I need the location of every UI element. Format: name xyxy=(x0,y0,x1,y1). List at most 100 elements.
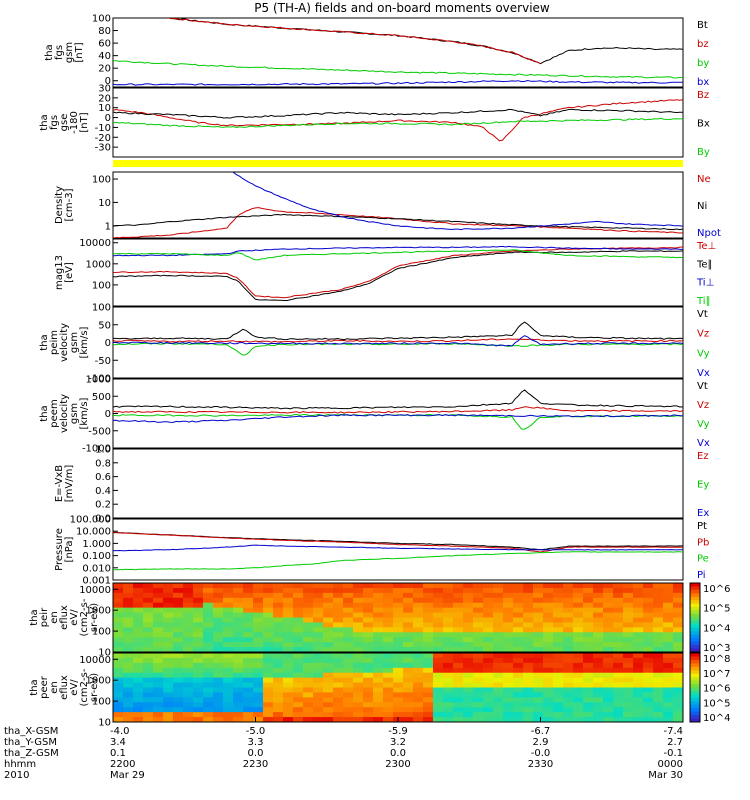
spectrogram-cell xyxy=(113,687,124,694)
spectrogram-cell xyxy=(153,642,164,648)
spectrogram-cell xyxy=(313,677,324,684)
spectrogram-cell xyxy=(293,662,304,669)
spectrogram-cell xyxy=(343,632,354,638)
spectrogram-cell xyxy=(123,672,134,679)
spectrogram-cell xyxy=(323,662,334,669)
spectrogram-cell xyxy=(153,702,164,708)
spectrogram-cell xyxy=(443,607,454,614)
spectrogram-cell xyxy=(453,637,464,643)
y-tick-label: 80 xyxy=(98,26,111,37)
spectrogram-cell xyxy=(523,682,534,689)
spectrogram-cell xyxy=(183,583,194,589)
spectrogram-cell xyxy=(373,627,384,633)
spectrogram-cell xyxy=(323,587,334,594)
spectrogram-cell xyxy=(363,687,374,694)
spectrogram-cell xyxy=(583,657,594,664)
spectrogram-cell xyxy=(343,692,354,698)
spectrogram-cell xyxy=(363,642,374,648)
spectrogram-cell xyxy=(443,587,454,594)
spectrogram-cell xyxy=(323,697,334,703)
spectrogram-cell xyxy=(383,617,394,624)
spectrogram-cell xyxy=(303,692,314,698)
spectrogram-cell xyxy=(423,712,434,718)
spectrogram-cell xyxy=(173,667,184,674)
spectrogram-cell xyxy=(633,583,644,589)
spectrogram-cell xyxy=(203,657,214,664)
spectrogram-cell xyxy=(273,592,284,599)
spectrogram-cell xyxy=(493,632,504,638)
spectrogram-cell xyxy=(423,697,434,703)
spectrogram-cell xyxy=(663,587,674,594)
spectrogram-cell xyxy=(623,702,634,708)
spectrogram-cell xyxy=(303,653,314,659)
spectrogram-cell xyxy=(233,602,244,609)
spectrogram-cell xyxy=(413,697,424,703)
spectrogram-cell xyxy=(513,687,524,694)
spectrogram-cell xyxy=(643,612,654,619)
spectrogram-cell xyxy=(573,657,584,664)
spectrogram-cell xyxy=(283,627,294,633)
spectrogram-cell xyxy=(243,707,254,713)
spectrogram-cell xyxy=(523,587,534,594)
spectrogram-cell xyxy=(383,677,394,684)
spectrogram-cell xyxy=(513,672,524,679)
spectrogram-cell xyxy=(263,662,274,669)
spectrogram-cell xyxy=(143,592,154,599)
spectrogram-cell xyxy=(413,587,424,594)
spectrogram-cell xyxy=(153,712,164,718)
spectrogram-cell xyxy=(373,677,384,684)
spectrogram-cell xyxy=(473,657,484,664)
spectrogram-cell xyxy=(483,662,494,669)
spectrogram-cell xyxy=(453,687,464,694)
spectrogram-cell xyxy=(233,622,244,628)
spectrogram-cell xyxy=(503,692,514,698)
spectrogram-cell xyxy=(573,702,584,708)
spectrogram-cell xyxy=(573,637,584,643)
spectrogram-cell xyxy=(173,692,184,698)
spectrogram-cell xyxy=(263,677,274,684)
spectrogram-cell xyxy=(513,653,524,659)
spectrogram-cell xyxy=(183,612,194,619)
spectrogram-cell xyxy=(263,653,274,659)
spectrogram-cell xyxy=(543,597,554,604)
spectrogram-cell xyxy=(143,583,154,589)
spectrogram-cell xyxy=(333,587,344,594)
spectrogram-cell xyxy=(603,583,614,589)
spectrogram-cell xyxy=(553,653,564,659)
spectrogram-cell xyxy=(253,583,264,589)
spectrogram-cell xyxy=(643,682,654,689)
legend-label: Vy xyxy=(697,419,710,430)
spectrogram-cell xyxy=(673,662,683,669)
spectrogram-cell xyxy=(423,637,434,643)
colorbar-segment xyxy=(690,687,700,692)
spectrogram-cell xyxy=(403,592,414,599)
spectrogram-cell xyxy=(583,622,594,628)
panel-frame-outline xyxy=(112,582,684,653)
spectrogram-cell xyxy=(513,617,524,624)
spectrogram-cell xyxy=(523,597,534,604)
spectrogram-cell xyxy=(163,627,174,633)
spectrogram-cell xyxy=(263,592,274,599)
spectrogram-cell xyxy=(653,587,664,594)
x-axis-value: 0.0 xyxy=(390,748,406,759)
spectrogram-cell xyxy=(223,667,234,674)
spectrogram-cell xyxy=(223,592,234,599)
spectrogram-cell xyxy=(243,657,254,664)
spectrogram-cell xyxy=(633,702,644,708)
spectrogram-cell xyxy=(123,583,134,589)
spectrogram-cell xyxy=(323,617,334,624)
spectrogram-cell xyxy=(483,622,494,628)
spectrogram-cell xyxy=(233,583,244,589)
spectrogram-cell xyxy=(283,583,294,589)
spectrogram-cell xyxy=(123,597,134,604)
spectrogram-cell xyxy=(453,587,464,594)
spectrogram-cell xyxy=(483,712,494,718)
spectrogram-cell xyxy=(223,583,234,589)
spectrogram-cell xyxy=(603,697,614,703)
colorbar-tick-label: 10^5 xyxy=(703,698,730,709)
spectrogram-cell xyxy=(403,653,414,659)
spectrogram-cell xyxy=(203,583,214,589)
spectrogram-cell xyxy=(673,622,683,628)
spectrogram-cell xyxy=(283,682,294,689)
